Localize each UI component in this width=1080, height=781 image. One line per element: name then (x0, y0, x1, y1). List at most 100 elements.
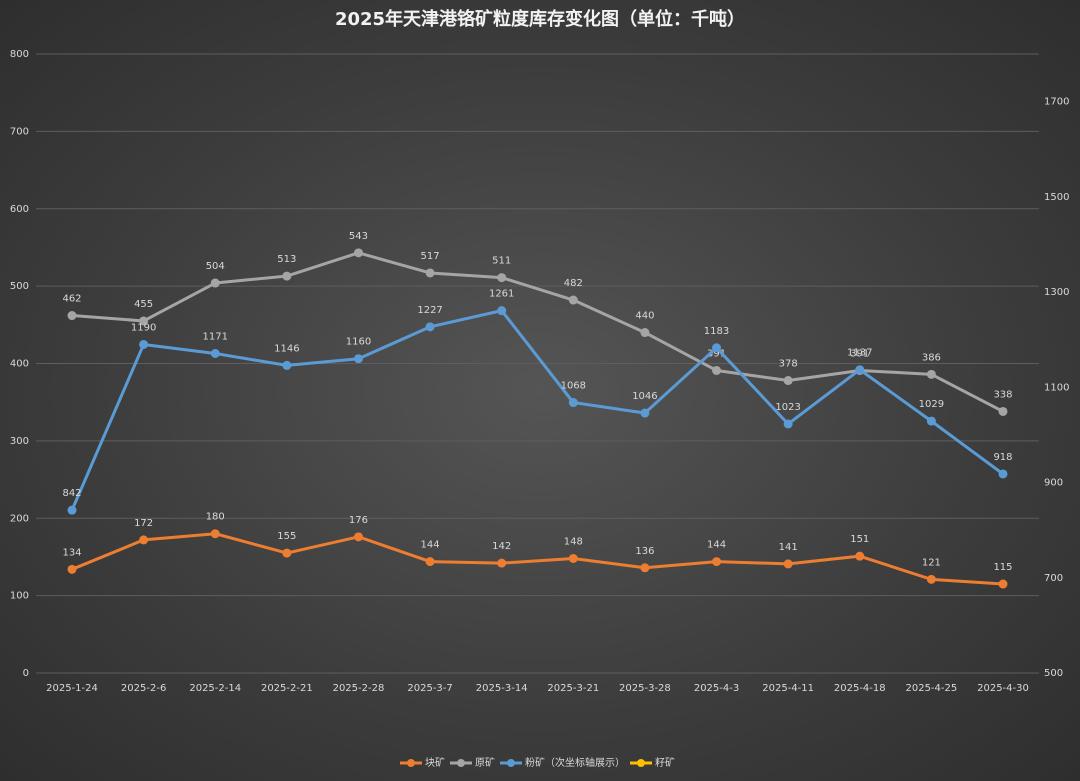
data-label: 1227 (417, 305, 442, 316)
y2-tick-label: 500 (1044, 668, 1063, 679)
y-tick-label: 200 (10, 513, 29, 524)
data-label: 842 (62, 488, 81, 499)
y-tick-label: 100 (10, 591, 29, 602)
data-label: 115 (993, 562, 1012, 573)
point (425, 322, 435, 332)
point (353, 354, 363, 364)
data-label: 338 (993, 389, 1012, 400)
data-label: 391 (707, 348, 726, 359)
data-label: 513 (277, 254, 296, 265)
x-tick-label: 2025-4-3 (694, 683, 739, 694)
point (568, 553, 578, 563)
point (282, 271, 292, 281)
point (425, 557, 435, 567)
data-label: 141 (779, 542, 798, 553)
data-label: 136 (635, 546, 654, 557)
legend-marker (407, 759, 415, 767)
data-label: 1160 (346, 337, 371, 348)
data-label: 504 (206, 261, 225, 272)
point (568, 398, 578, 408)
data-label: 1046 (632, 391, 657, 402)
point (712, 557, 722, 567)
data-label: 155 (277, 531, 296, 542)
y-tick-label: 500 (10, 281, 29, 292)
chart-title: 2025年天津港铬矿粒度库存变化图（单位：千吨） (335, 8, 745, 30)
data-label: 1029 (919, 399, 944, 410)
y2-tick-label: 700 (1044, 573, 1063, 584)
x-tick-label: 2025-4-18 (834, 683, 886, 694)
legend-item: 块矿 (400, 756, 445, 769)
point (855, 551, 865, 561)
point (926, 416, 936, 426)
data-label: 1171 (203, 332, 228, 343)
x-tick-label: 2025-2-21 (261, 683, 313, 694)
point (783, 559, 793, 569)
legend-label: 籽矿 (655, 756, 675, 769)
x-tick-label: 2025-2-14 (189, 683, 241, 694)
point (282, 360, 292, 370)
y-tick-label: 300 (10, 436, 29, 447)
legend-item: 粉矿（次坐标轴展示） (500, 756, 625, 769)
point (210, 529, 220, 539)
series-line (71, 532, 1004, 586)
x-tick-label: 2025-3-21 (547, 683, 599, 694)
legend-marker (457, 759, 465, 767)
y2-tick-label: 1300 (1044, 287, 1069, 298)
data-label: 1023 (775, 402, 800, 413)
point (67, 505, 77, 515)
data-label: 543 (349, 231, 368, 242)
data-label: 1068 (561, 381, 586, 392)
data-label: 121 (922, 557, 941, 568)
legend-label: 粉矿（次坐标轴展示） (525, 756, 625, 769)
data-label: 482 (564, 278, 583, 289)
data-label: 440 (635, 311, 654, 322)
data-label: 391 (850, 348, 869, 359)
point (139, 316, 149, 326)
y2-tick-label: 1700 (1044, 97, 1069, 108)
legend-marker (507, 759, 515, 767)
data-label: 918 (993, 452, 1012, 463)
point (640, 408, 650, 418)
data-label: 455 (134, 299, 153, 310)
x-tick-label: 2025-3-7 (407, 683, 452, 694)
point (497, 306, 507, 316)
x-tick-label: 2025-1-24 (46, 683, 98, 694)
point (139, 535, 149, 545)
point (926, 574, 936, 584)
data-label: 1146 (274, 343, 299, 354)
point (425, 268, 435, 278)
legend-item: 籽矿 (630, 756, 675, 769)
point (783, 376, 793, 386)
data-label: 176 (349, 515, 368, 526)
data-label: 151 (850, 534, 869, 545)
x-tick-label: 2025-4-11 (762, 683, 814, 694)
data-label: 517 (421, 251, 440, 262)
legend-item: 原矿 (450, 756, 495, 769)
point (210, 278, 220, 288)
legend-label: 块矿 (425, 756, 445, 769)
data-label: 1190 (131, 322, 156, 333)
point (282, 548, 292, 558)
data-label: 172 (134, 518, 153, 529)
data-label: 462 (62, 294, 81, 305)
point (998, 406, 1008, 416)
data-label: 511 (492, 256, 511, 267)
x-tick-label: 2025-4-25 (905, 683, 957, 694)
series-line (70, 309, 1004, 511)
data-label: 142 (492, 541, 511, 552)
point (640, 328, 650, 338)
y-tick-label: 400 (10, 359, 29, 370)
data-label: 1137 (847, 348, 872, 359)
data-label: 148 (564, 536, 583, 547)
data-label: 144 (707, 540, 726, 551)
point (67, 564, 77, 574)
data-label: 1183 (704, 326, 729, 337)
point (998, 579, 1008, 589)
data-label: 386 (922, 352, 941, 363)
series-line (71, 251, 1004, 413)
point (855, 365, 865, 375)
point (353, 532, 363, 542)
x-tick-label: 2025-2-28 (333, 683, 385, 694)
y2-tick-label: 1500 (1044, 192, 1069, 203)
point (926, 369, 936, 379)
